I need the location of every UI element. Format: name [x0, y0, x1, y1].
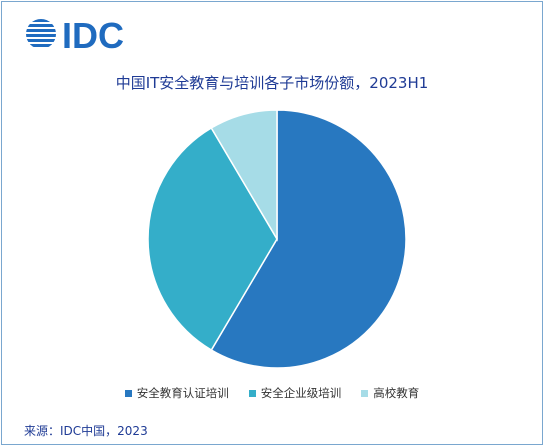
chart-legend: 安全教育认证培训 安全企业级培训 高校教育 — [2, 385, 542, 401]
legend-label: 安全企业级培训 — [260, 386, 342, 400]
legend-swatch — [124, 389, 132, 397]
idc-logo: IDC — [26, 16, 124, 56]
globe-icon — [26, 19, 56, 47]
legend-swatch — [248, 389, 256, 397]
legend-item-1: 安全教育认证培训 — [124, 385, 229, 401]
legend-item-2: 安全企业级培训 — [248, 385, 342, 401]
logo-text: IDC — [62, 16, 124, 56]
pie-slice-2 — [147, 126, 278, 352]
legend-label: 高校教育 — [373, 386, 420, 400]
chart-title: 中国IT安全教育与培训各子市场份额，2023H1 — [115, 74, 429, 92]
legend-swatch — [361, 389, 369, 397]
legend-item-3: 高校教育 — [361, 385, 419, 401]
source-note: 来源：IDC中国，2023 — [24, 424, 148, 438]
pie-slice-1 — [210, 109, 407, 369]
legend-label: 安全教育认证培训 — [136, 386, 229, 400]
pie-slice-3 — [210, 109, 278, 242]
